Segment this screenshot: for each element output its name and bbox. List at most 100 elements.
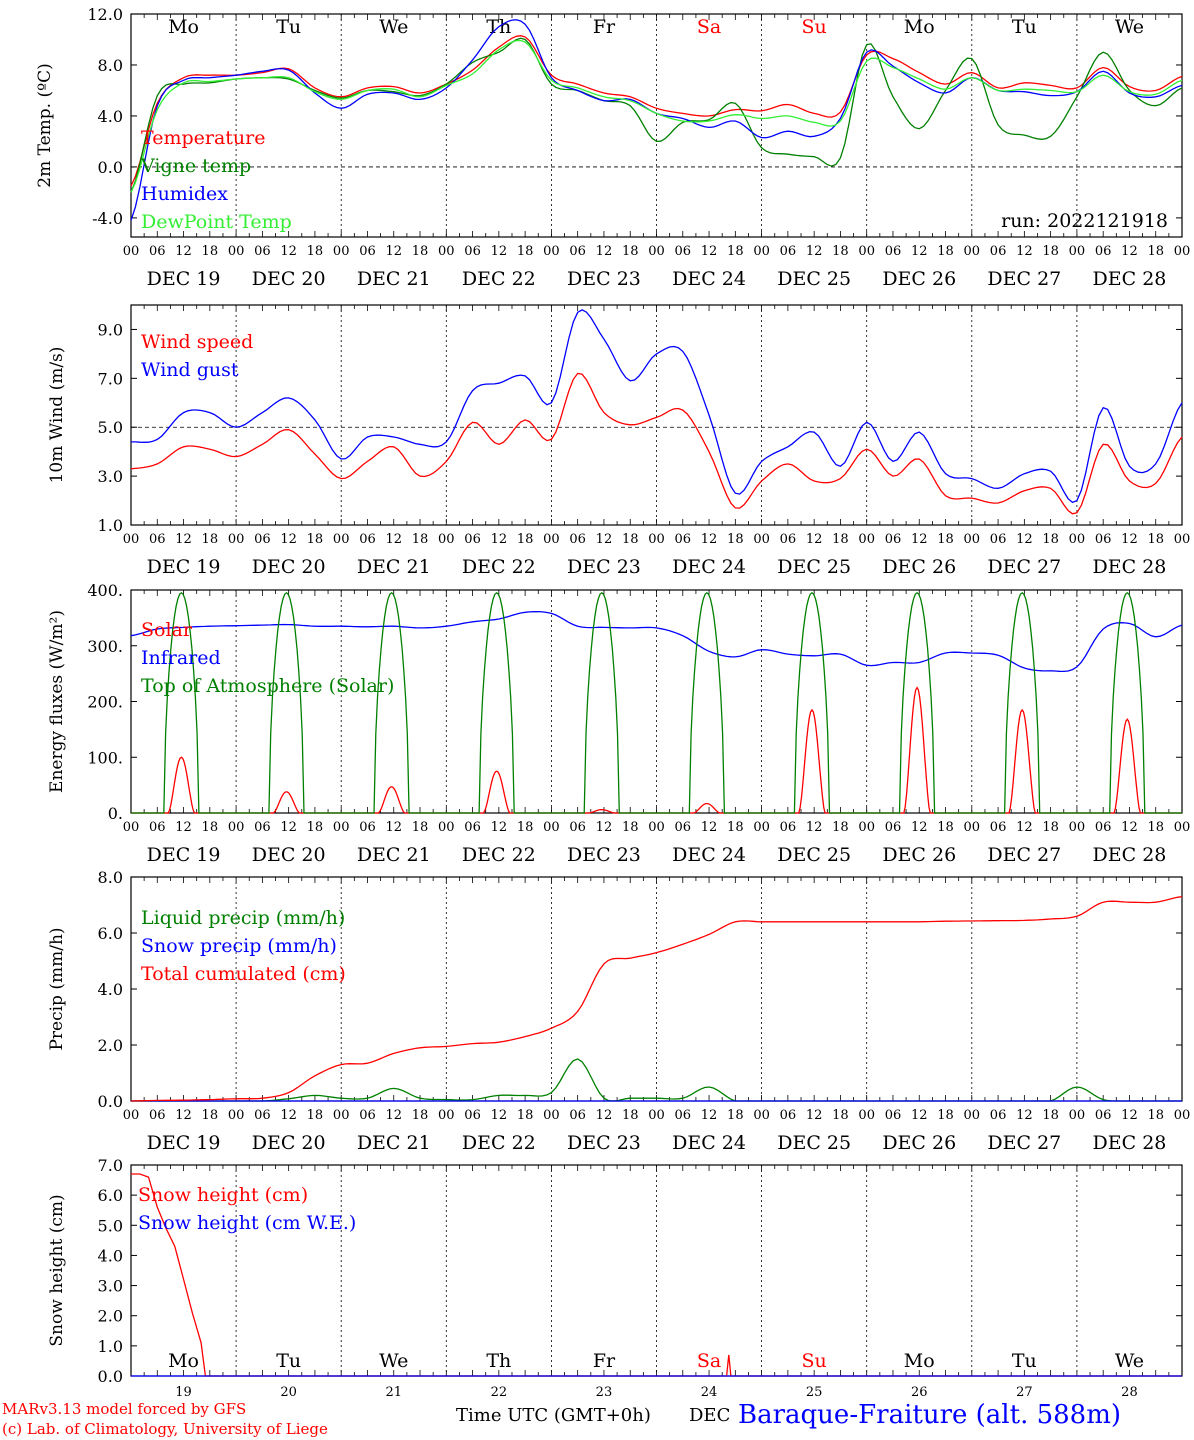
hour-tick-label: 12 <box>175 532 192 547</box>
hour-tick-label: 12 <box>701 1108 718 1123</box>
hour-tick-label: 00 <box>753 820 770 835</box>
hour-tick-label: 18 <box>622 820 639 835</box>
date-label: DEC 21 <box>357 556 431 578</box>
hour-tick-label: 18 <box>1042 532 1059 547</box>
hour-tick-label: 12 <box>596 820 613 835</box>
y-tick-label: 0.0 <box>98 1367 123 1386</box>
date-label: DEC 19 <box>147 1132 221 1154</box>
hour-tick-label: 00 <box>438 244 455 259</box>
hour-tick-label: 12 <box>385 532 402 547</box>
hour-tick-label: 06 <box>254 820 271 835</box>
hour-tick-label: 12 <box>175 1108 192 1123</box>
hour-tick-label: 18 <box>832 820 849 835</box>
hour-tick-label: 06 <box>990 244 1007 259</box>
hour-tick-label: 12 <box>385 1108 402 1123</box>
hour-tick-label: 06 <box>359 1108 376 1123</box>
y-axis-title: Precip (mm/h) <box>47 927 67 1050</box>
hour-tick-label: 06 <box>569 244 586 259</box>
date-label: DEC 21 <box>357 268 431 290</box>
hour-tick-label: 06 <box>675 1108 692 1123</box>
hour-tick-label: 12 <box>280 244 297 259</box>
hour-tick-label: 06 <box>464 820 481 835</box>
date-number-label: 25 <box>806 1385 823 1400</box>
hour-tick-label: 18 <box>937 1108 954 1123</box>
hour-tick-label: 12 <box>596 1108 613 1123</box>
hour-tick-label: 18 <box>727 820 744 835</box>
date-number-label: 28 <box>1121 1385 1138 1400</box>
series-line-dewpoint-temp <box>130 39 1183 193</box>
date-label: DEC 23 <box>567 1132 641 1154</box>
hour-tick-label: 18 <box>1147 244 1164 259</box>
day-name-label: Th <box>486 1350 511 1372</box>
hour-tick-label: 00 <box>753 244 770 259</box>
hour-tick-label: 00 <box>858 244 875 259</box>
legend-entry: DewPoint Temp <box>141 211 292 233</box>
y-tick-label: 4.0 <box>98 1246 123 1265</box>
hour-tick-label: 00 <box>123 532 140 547</box>
hour-tick-label: 00 <box>858 1108 875 1123</box>
legend-entry: Snow precip (mm/h) <box>141 935 337 957</box>
hour-tick-label: 12 <box>280 820 297 835</box>
hour-tick-label: 18 <box>1042 820 1059 835</box>
day-name-label: Su <box>802 16 827 38</box>
hour-tick-label: 12 <box>1121 244 1138 259</box>
date-label: DEC 19 <box>147 556 221 578</box>
hour-tick-label: 06 <box>990 1108 1007 1123</box>
hour-tick-label: 18 <box>727 532 744 547</box>
hour-tick-label: 06 <box>569 1108 586 1123</box>
hour-tick-label: 00 <box>964 244 981 259</box>
date-label: DEC 20 <box>252 1132 326 1154</box>
date-number-label: 22 <box>491 1385 508 1400</box>
legend-entry: Temperature <box>141 127 265 149</box>
y-tick-label: 4.0 <box>98 107 123 126</box>
day-name-label: Tu <box>276 16 301 38</box>
day-name-label: Tu <box>1012 1350 1037 1372</box>
hour-tick-label: 12 <box>1121 1108 1138 1123</box>
hour-tick-label: 18 <box>727 1108 744 1123</box>
hour-tick-label: 18 <box>202 820 219 835</box>
hour-tick-label: 12 <box>491 1108 508 1123</box>
day-name-label: Mo <box>168 16 199 38</box>
y-tick-label: 7.0 <box>98 369 123 388</box>
y-tick-label: 4.0 <box>98 980 123 999</box>
date-label: DEC 22 <box>462 844 536 866</box>
date-label: DEC 26 <box>882 1132 956 1154</box>
hour-tick-label: 12 <box>596 244 613 259</box>
hour-tick-label: 06 <box>1095 532 1112 547</box>
y-tick-label: 2.0 <box>98 1307 123 1326</box>
y-tick-label: 0. <box>108 804 123 823</box>
hour-tick-label: 12 <box>491 532 508 547</box>
hour-tick-label: 00 <box>333 532 350 547</box>
date-number-label: 20 <box>280 1385 297 1400</box>
hour-tick-label: 00 <box>1069 820 1086 835</box>
hour-tick-label: 06 <box>464 1108 481 1123</box>
hour-tick-label: 12 <box>911 820 928 835</box>
date-label: DEC 27 <box>987 268 1061 290</box>
date-number-label: 26 <box>911 1385 928 1400</box>
hour-tick-label: 00 <box>964 532 981 547</box>
hour-tick-label: 06 <box>1095 244 1112 259</box>
y-tick-label: 6.0 <box>98 924 123 943</box>
hour-tick-label: 12 <box>175 244 192 259</box>
hour-tick-label: 06 <box>149 244 166 259</box>
date-label: DEC 22 <box>462 268 536 290</box>
hour-tick-label: 12 <box>1016 1108 1033 1123</box>
hour-tick-label: 00 <box>648 532 665 547</box>
legend-entry: Wind gust <box>141 359 239 381</box>
hour-tick-label: 12 <box>385 244 402 259</box>
y-axis-title: 2m Temp. (ºC) <box>35 63 55 188</box>
hour-tick-label: 06 <box>780 532 797 547</box>
hour-tick-label: 00 <box>438 820 455 835</box>
hour-tick-label: 00 <box>1174 532 1191 547</box>
hour-tick-label: 18 <box>517 532 534 547</box>
legend-entry: Snow height (cm W.E.) <box>138 1212 356 1234</box>
hour-tick-label: 00 <box>543 532 560 547</box>
hour-tick-label: 00 <box>228 820 245 835</box>
day-name-label: Sa <box>697 1350 721 1372</box>
hour-tick-label: 00 <box>1174 820 1191 835</box>
hour-tick-label: 06 <box>149 820 166 835</box>
hour-tick-label: 00 <box>648 244 665 259</box>
date-label: DEC 24 <box>672 556 746 578</box>
date-label: DEC 25 <box>777 268 851 290</box>
date-label: DEC 23 <box>567 268 641 290</box>
